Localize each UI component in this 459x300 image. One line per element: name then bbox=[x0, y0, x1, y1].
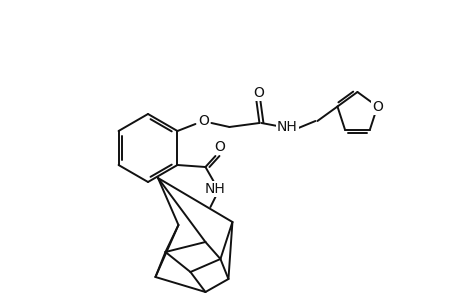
Text: O: O bbox=[252, 86, 263, 100]
Text: O: O bbox=[371, 100, 382, 113]
Text: NH: NH bbox=[276, 120, 297, 134]
Text: O: O bbox=[213, 140, 224, 154]
Text: O: O bbox=[197, 114, 208, 128]
Text: NH: NH bbox=[205, 182, 225, 196]
